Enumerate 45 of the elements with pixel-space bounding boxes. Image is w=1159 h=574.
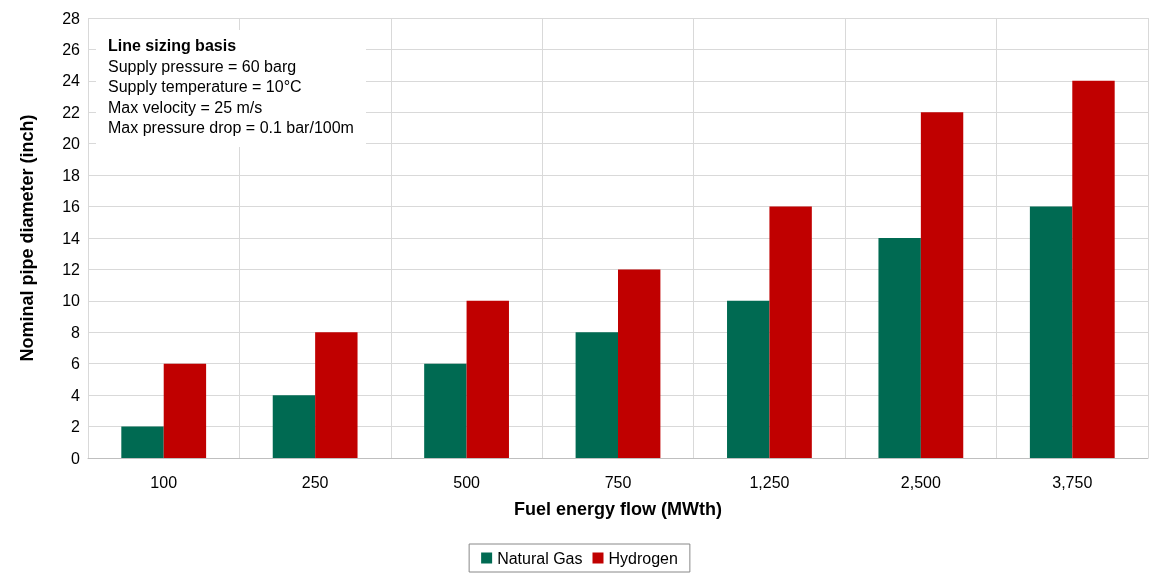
y-tick-label: 0: [71, 449, 81, 467]
bar: [618, 269, 661, 458]
y-tick-label: 18: [62, 166, 81, 184]
legend-label: Hydrogen: [608, 549, 678, 567]
legend-label: Natural Gas: [497, 549, 583, 567]
y-tick-label: 8: [71, 323, 81, 341]
x-tick-label: 3,750: [1052, 473, 1093, 491]
bar: [727, 300, 770, 458]
x-tick-label: 1,250: [749, 473, 790, 491]
annotation: Max velocity = 25 m/s: [108, 97, 264, 118]
bar: [920, 112, 964, 458]
y-tick-label: 6: [71, 355, 81, 373]
bar: [424, 363, 467, 458]
y-tick-label: 16: [62, 198, 81, 216]
y-tick-label: 24: [62, 72, 81, 90]
y-tick-label: 14: [62, 229, 81, 247]
y-tick-label: 12: [62, 260, 81, 278]
bar: [575, 332, 618, 458]
x-tick-label: 2,500: [900, 473, 941, 491]
bar: [272, 395, 316, 458]
annotation: Line sizing basis: [108, 36, 238, 56]
bar: [121, 426, 164, 458]
x-tick-label: 250: [301, 473, 329, 491]
bar: [163, 363, 207, 458]
y-tick-label: 22: [62, 103, 81, 121]
bar: [1029, 206, 1073, 458]
y-tick-label: 2: [71, 418, 81, 436]
annotation: Supply pressure = 60 barg: [108, 56, 298, 77]
y-tick-label: 26: [62, 40, 81, 58]
bar: [315, 332, 358, 458]
x-tick-label: 750: [604, 473, 632, 491]
y-tick-label: 10: [62, 292, 81, 310]
y-axis-title: Nominal pipe diameter (inch): [17, 114, 37, 362]
x-axis-title: Fuel energy flow (MWth): [514, 499, 722, 519]
bar: [769, 206, 812, 458]
x-tick-label: 500: [453, 473, 481, 491]
x-tick-label: 100: [150, 473, 178, 491]
y-tick-label: 4: [71, 386, 81, 404]
y-tick-label: 28: [62, 9, 81, 27]
annotation: Max pressure drop = 0.1 bar/100m: [108, 118, 354, 138]
bar: [466, 300, 509, 458]
bar: [1072, 80, 1115, 458]
bar: [878, 238, 921, 458]
y-tick-label: 20: [62, 135, 81, 153]
annotation: Supply temperature = 10°C: [108, 77, 303, 97]
